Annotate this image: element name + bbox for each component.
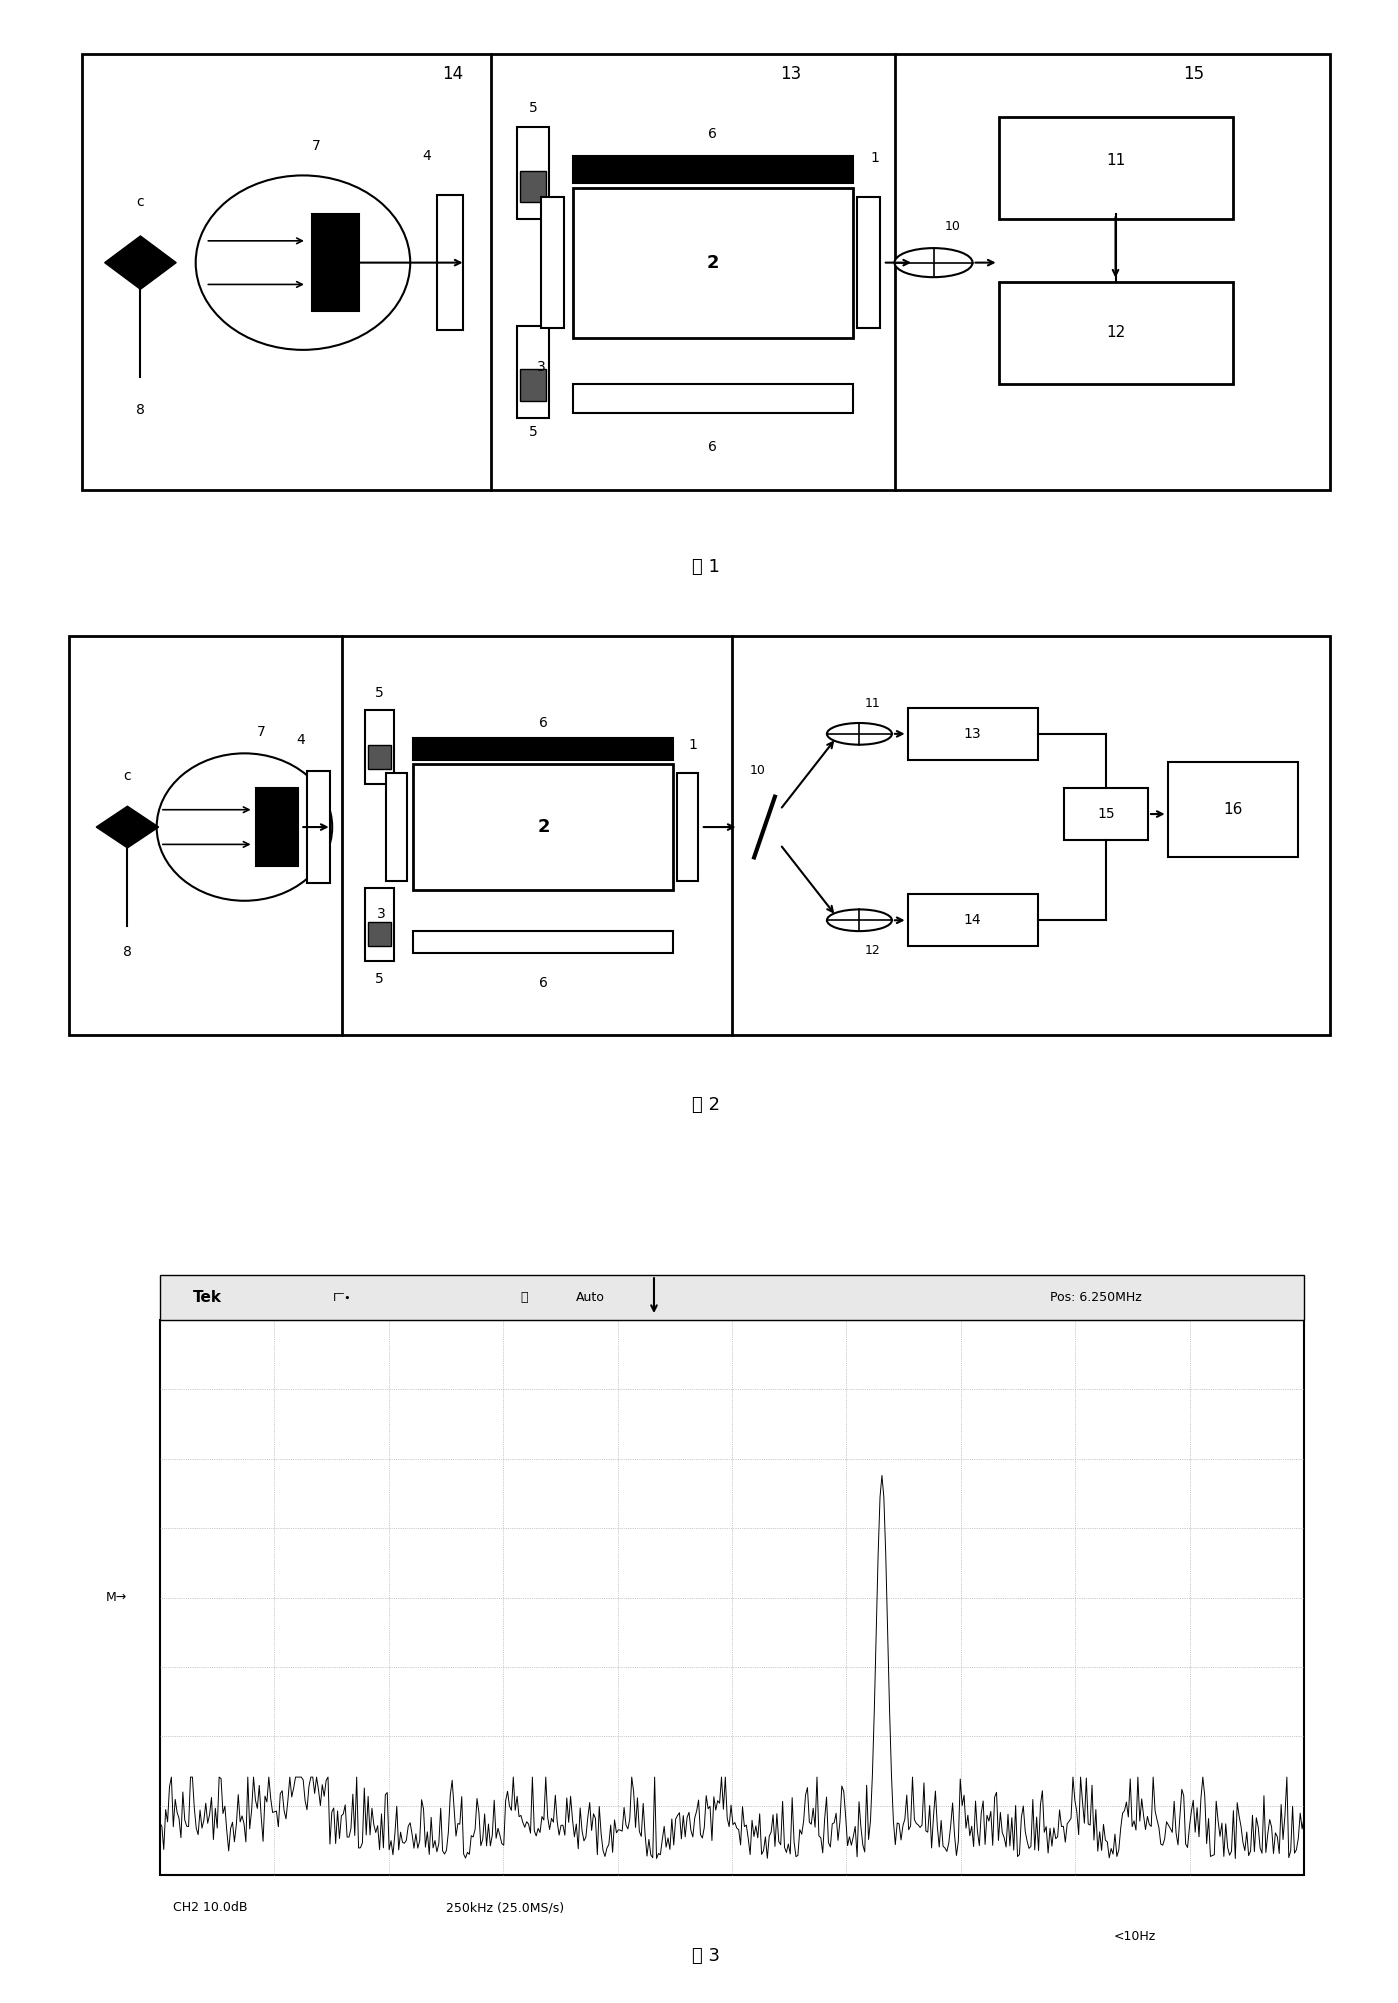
Bar [573, 188, 853, 339]
Polygon shape [96, 807, 158, 847]
Text: CH2 10.0dB: CH2 10.0dB [173, 1901, 247, 1915]
Bar [312, 214, 359, 310]
Text: 16: 16 [1223, 803, 1243, 817]
Bar [386, 773, 407, 881]
Text: Ⓑ: Ⓑ [520, 1292, 527, 1304]
Text: 11: 11 [864, 697, 881, 709]
Bar [256, 787, 298, 865]
Text: 7: 7 [312, 140, 320, 154]
Text: 6: 6 [707, 128, 717, 142]
Bar [368, 923, 391, 945]
Text: 7: 7 [257, 725, 266, 739]
Bar [306, 771, 330, 883]
Text: 10: 10 [945, 220, 960, 232]
Bar [414, 765, 674, 889]
Bar [520, 170, 547, 202]
Bar [414, 739, 674, 759]
Bar [541, 196, 565, 328]
Bar [368, 745, 391, 769]
Text: 图 2: 图 2 [692, 1096, 720, 1114]
Bar [907, 893, 1037, 945]
Bar [1167, 761, 1297, 857]
Circle shape [895, 248, 973, 276]
Text: 2: 2 [537, 817, 549, 835]
Bar [857, 196, 881, 328]
Text: M→: M→ [106, 1590, 127, 1604]
Text: 5: 5 [375, 685, 384, 699]
Text: 8: 8 [136, 403, 145, 417]
Bar [517, 126, 548, 218]
Text: 5: 5 [528, 100, 537, 114]
Bar [365, 887, 394, 961]
Bar [517, 326, 548, 419]
Text: 2: 2 [706, 254, 719, 272]
Bar [573, 385, 853, 413]
Text: 250kHz (25.0MS/s): 250kHz (25.0MS/s) [446, 1901, 563, 1915]
Text: Auto: Auto [576, 1292, 605, 1304]
Text: c: c [137, 194, 144, 208]
Text: 8: 8 [123, 945, 131, 959]
Text: 10: 10 [751, 765, 766, 777]
Text: 3: 3 [376, 907, 386, 921]
Bar [1064, 787, 1148, 839]
Bar [520, 369, 547, 401]
Bar [907, 707, 1037, 759]
Text: 5: 5 [528, 425, 537, 439]
Bar [998, 118, 1233, 218]
Bar [678, 773, 698, 881]
Text: 15: 15 [1183, 64, 1204, 82]
Circle shape [826, 723, 892, 745]
Text: 6: 6 [540, 715, 548, 729]
Bar [414, 931, 674, 953]
Text: 1: 1 [689, 737, 698, 751]
Text: 12: 12 [1106, 324, 1125, 341]
Bar [159, 1276, 1304, 1320]
Text: 15: 15 [1097, 807, 1116, 821]
Bar [998, 282, 1233, 385]
Text: 1: 1 [871, 152, 879, 166]
Bar [436, 194, 463, 330]
Text: 13: 13 [963, 727, 981, 741]
Text: 14: 14 [963, 913, 981, 927]
Text: 14: 14 [442, 64, 463, 82]
Text: 5: 5 [375, 971, 384, 985]
Bar [573, 156, 853, 182]
Text: 6: 6 [707, 441, 717, 455]
Polygon shape [105, 236, 176, 288]
Text: 3: 3 [537, 361, 545, 375]
Text: 12: 12 [864, 943, 881, 957]
Text: 6: 6 [540, 975, 548, 989]
Text: <10Hz: <10Hz [1114, 1929, 1156, 1943]
Text: 13: 13 [780, 64, 801, 82]
Circle shape [826, 909, 892, 931]
Text: c: c [123, 769, 131, 783]
Text: 11: 11 [1106, 154, 1125, 168]
Text: 图 3: 图 3 [692, 1947, 720, 1965]
Text: 4: 4 [296, 733, 305, 747]
Bar [159, 1320, 1304, 1875]
Text: Tek: Tek [193, 1290, 221, 1306]
Text: Pos: 6.250MHz: Pos: 6.250MHz [1050, 1292, 1142, 1304]
Text: 4: 4 [422, 148, 431, 162]
Bar [365, 709, 394, 783]
Text: Γ‾∙: Γ‾∙ [333, 1292, 351, 1302]
Text: 图 1: 图 1 [692, 557, 720, 575]
